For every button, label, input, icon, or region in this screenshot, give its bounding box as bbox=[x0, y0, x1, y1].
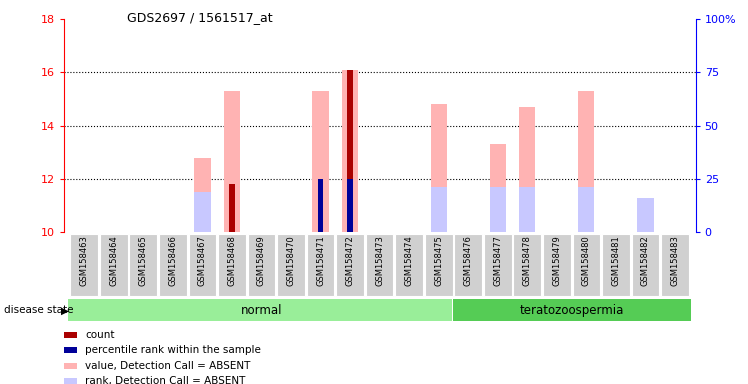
Bar bbox=[194, 192, 210, 232]
FancyBboxPatch shape bbox=[188, 233, 216, 296]
Bar bbox=[194, 158, 210, 232]
Text: rank, Detection Call = ABSENT: rank, Detection Call = ABSENT bbox=[85, 376, 245, 384]
Text: disease state: disease state bbox=[4, 305, 73, 315]
Text: GSM158474: GSM158474 bbox=[405, 236, 414, 286]
Text: GSM158469: GSM158469 bbox=[257, 236, 266, 286]
Text: GSM158473: GSM158473 bbox=[375, 236, 384, 286]
Bar bbox=[519, 187, 536, 232]
Bar bbox=[490, 187, 506, 232]
Bar bbox=[318, 179, 323, 232]
Text: GSM158479: GSM158479 bbox=[552, 236, 561, 286]
Bar bbox=[578, 187, 595, 232]
Text: GDS2697 / 1561517_at: GDS2697 / 1561517_at bbox=[127, 12, 273, 25]
FancyBboxPatch shape bbox=[366, 233, 393, 296]
FancyBboxPatch shape bbox=[307, 233, 334, 296]
Bar bbox=[578, 91, 595, 232]
Text: GSM158480: GSM158480 bbox=[582, 236, 591, 286]
Text: percentile rank within the sample: percentile rank within the sample bbox=[85, 345, 261, 355]
Bar bbox=[64, 362, 77, 369]
Text: GSM158466: GSM158466 bbox=[168, 236, 177, 286]
Text: count: count bbox=[85, 329, 114, 339]
Bar bbox=[313, 91, 328, 232]
Text: GSM158475: GSM158475 bbox=[434, 236, 443, 286]
FancyBboxPatch shape bbox=[248, 233, 275, 296]
Text: GSM158477: GSM158477 bbox=[493, 236, 502, 286]
FancyBboxPatch shape bbox=[425, 233, 453, 296]
FancyBboxPatch shape bbox=[572, 233, 600, 296]
Bar bbox=[431, 104, 447, 232]
FancyBboxPatch shape bbox=[278, 233, 305, 296]
Bar bbox=[637, 198, 654, 232]
FancyBboxPatch shape bbox=[100, 233, 128, 296]
Text: GSM158470: GSM158470 bbox=[286, 236, 295, 286]
Bar bbox=[519, 107, 536, 232]
Bar bbox=[637, 219, 654, 232]
FancyBboxPatch shape bbox=[484, 233, 512, 296]
FancyBboxPatch shape bbox=[218, 233, 246, 296]
FancyBboxPatch shape bbox=[337, 233, 364, 296]
Bar bbox=[431, 187, 447, 232]
FancyBboxPatch shape bbox=[543, 233, 571, 296]
Text: GSM158464: GSM158464 bbox=[109, 236, 118, 286]
Text: GSM158468: GSM158468 bbox=[227, 236, 236, 286]
Text: GSM158476: GSM158476 bbox=[464, 236, 473, 286]
Text: normal: normal bbox=[241, 304, 282, 316]
Text: GSM158481: GSM158481 bbox=[611, 236, 620, 286]
Text: GSM158483: GSM158483 bbox=[670, 236, 679, 286]
Bar bbox=[64, 332, 77, 338]
FancyBboxPatch shape bbox=[661, 233, 689, 296]
Text: GSM158482: GSM158482 bbox=[641, 236, 650, 286]
FancyBboxPatch shape bbox=[159, 233, 187, 296]
Text: GSM158478: GSM158478 bbox=[523, 236, 532, 286]
Bar bbox=[64, 378, 77, 384]
Bar bbox=[342, 70, 358, 232]
Bar bbox=[64, 347, 77, 353]
Text: GSM158463: GSM158463 bbox=[80, 236, 89, 286]
Text: GSM158467: GSM158467 bbox=[198, 236, 207, 286]
Bar bbox=[230, 184, 235, 232]
FancyBboxPatch shape bbox=[513, 233, 541, 296]
Text: GSM158472: GSM158472 bbox=[346, 236, 355, 286]
FancyBboxPatch shape bbox=[454, 233, 482, 296]
FancyBboxPatch shape bbox=[129, 233, 157, 296]
FancyBboxPatch shape bbox=[395, 233, 423, 296]
Text: GSM158465: GSM158465 bbox=[139, 236, 148, 286]
Bar bbox=[347, 70, 353, 232]
FancyBboxPatch shape bbox=[453, 299, 691, 321]
Bar bbox=[224, 91, 240, 232]
Bar bbox=[347, 179, 353, 232]
FancyBboxPatch shape bbox=[602, 233, 630, 296]
FancyBboxPatch shape bbox=[70, 233, 98, 296]
Text: value, Detection Call = ABSENT: value, Detection Call = ABSENT bbox=[85, 361, 251, 371]
Text: GSM158471: GSM158471 bbox=[316, 236, 325, 286]
FancyBboxPatch shape bbox=[631, 233, 659, 296]
FancyBboxPatch shape bbox=[68, 299, 452, 321]
Text: teratozoospermia: teratozoospermia bbox=[519, 304, 624, 316]
Bar bbox=[490, 144, 506, 232]
Text: ▶: ▶ bbox=[61, 305, 69, 315]
